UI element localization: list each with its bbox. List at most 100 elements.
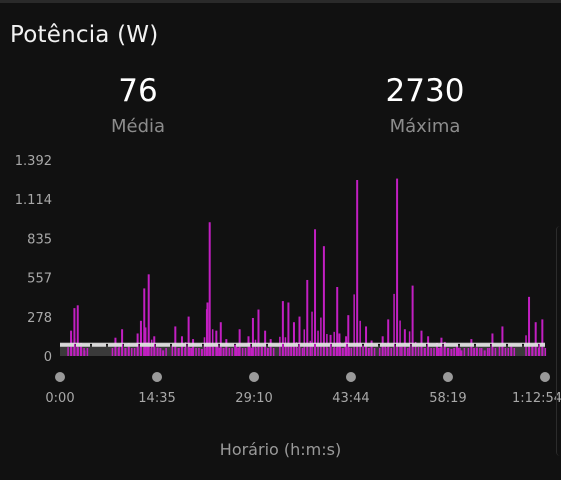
power-bar-minor: [67, 347, 69, 356]
power-bar-minor: [441, 348, 443, 356]
power-bar-minor: [467, 348, 470, 356]
power-bar: [238, 329, 241, 356]
power-bar-minor: [272, 348, 275, 356]
power-bar: [269, 339, 272, 356]
power-bar: [306, 279, 309, 356]
power-bar: [455, 344, 458, 356]
power-bar: [436, 343, 439, 356]
power-bar-minor: [479, 348, 481, 356]
power-bar: [314, 229, 317, 356]
power-bar-minor: [457, 348, 460, 356]
x-tick-dot: [152, 372, 163, 382]
power-bar-minor: [494, 348, 497, 356]
power-bar: [443, 341, 446, 356]
power-bar-minor: [159, 348, 161, 356]
power-bar-minor: [378, 348, 381, 356]
x-tick-label: 0:00: [45, 391, 74, 406]
power-bar: [76, 305, 79, 356]
power-bar-minor: [453, 348, 455, 356]
stat-maximum-value: 2730: [385, 73, 465, 109]
power-bar-minor: [144, 327, 147, 356]
y-tick-label: 557: [27, 272, 52, 287]
power-bar: [322, 246, 325, 356]
power-bar-minor: [362, 345, 364, 356]
power-bar-minor: [344, 341, 347, 356]
power-bar: [147, 274, 150, 356]
power-bar-minor: [367, 348, 370, 356]
power-bar: [234, 344, 237, 356]
stat-average-value: 76: [118, 73, 158, 109]
power-bar-minor: [211, 329, 214, 356]
power-bar-minor: [320, 317, 322, 356]
power-bar: [192, 339, 195, 356]
stat-average-label: Média: [110, 116, 166, 137]
stat-maximum: 2730 Máxima: [325, 72, 525, 137]
power-bar: [121, 329, 124, 356]
power-bar: [251, 317, 254, 356]
power-bar: [153, 336, 156, 356]
power-bar: [470, 339, 473, 356]
power-bar-minor: [414, 341, 417, 356]
power-bar-minor: [165, 348, 167, 356]
power-bar: [206, 302, 209, 356]
power-bar-minor: [373, 348, 376, 356]
power-bar-minor: [488, 348, 491, 356]
power-bar: [162, 350, 165, 356]
power-bar: [83, 350, 86, 356]
power-bar: [336, 287, 339, 356]
power-bar-minor: [407, 348, 409, 356]
power-bar-minor: [212, 347, 215, 356]
x-tick-dot: [442, 372, 453, 382]
power-bar: [440, 337, 443, 356]
power-bar: [287, 302, 290, 356]
power-bar-minor: [303, 329, 306, 356]
power-bar-minor: [447, 348, 450, 356]
power-bar-minor: [486, 348, 489, 356]
power-bar-minor: [480, 348, 483, 356]
power-bar-minor: [124, 348, 127, 356]
power-bar-minor: [195, 348, 197, 356]
power-bar: [460, 350, 463, 356]
power-bar-minor: [111, 348, 114, 356]
top-border: [0, 0, 561, 3]
power-bar: [200, 348, 203, 356]
y-tick-label: 1.392: [15, 154, 52, 169]
power-bar-minor: [384, 343, 386, 356]
power-bar: [208, 222, 211, 356]
power-bars: [67, 178, 547, 356]
y-tick-label: 278: [27, 311, 52, 326]
power-bar-minor: [150, 348, 153, 356]
power-bar-minor: [301, 348, 304, 356]
power-bar-minor: [153, 348, 156, 356]
power-bar-minor: [309, 340, 312, 356]
power-bar-minor: [459, 348, 461, 356]
power-bar-minor: [86, 348, 89, 356]
power-bar-minor: [513, 348, 516, 356]
power-bar-minor: [390, 348, 392, 356]
power-bar: [534, 322, 537, 356]
x-tick-label: 43:44: [332, 391, 369, 406]
scroll-edge: [556, 226, 561, 456]
power-bar: [219, 322, 222, 356]
power-bar-minor: [205, 309, 208, 356]
y-tick-label: 1.114: [15, 193, 52, 208]
power-bar-minor: [130, 348, 133, 356]
power-bar-minor: [507, 348, 510, 356]
power-bar-minor: [70, 339, 73, 356]
power-bar-minor: [544, 348, 547, 356]
stat-maximum-label: Máxima: [389, 116, 461, 137]
power-bar-minor: [228, 348, 231, 356]
power-bar-minor: [241, 348, 244, 356]
power-bar-minor: [393, 293, 395, 356]
power-bar: [174, 326, 177, 356]
y-tick-label: 835: [27, 232, 52, 247]
power-bar: [257, 309, 260, 356]
x-axis-ticks: 0:00 14:35 29:10 43:44 58:19 1:12:54: [45, 372, 561, 406]
power-bar-minor: [311, 311, 313, 356]
power-bar: [387, 319, 390, 356]
power-bar-minor: [473, 348, 475, 356]
x-tick-label: 1:12:54: [512, 391, 561, 406]
power-bar: [73, 308, 76, 356]
y-axis-ticks: 0 278 557 835 1.114 1.392: [15, 154, 52, 365]
power-bar-minor: [189, 348, 191, 356]
